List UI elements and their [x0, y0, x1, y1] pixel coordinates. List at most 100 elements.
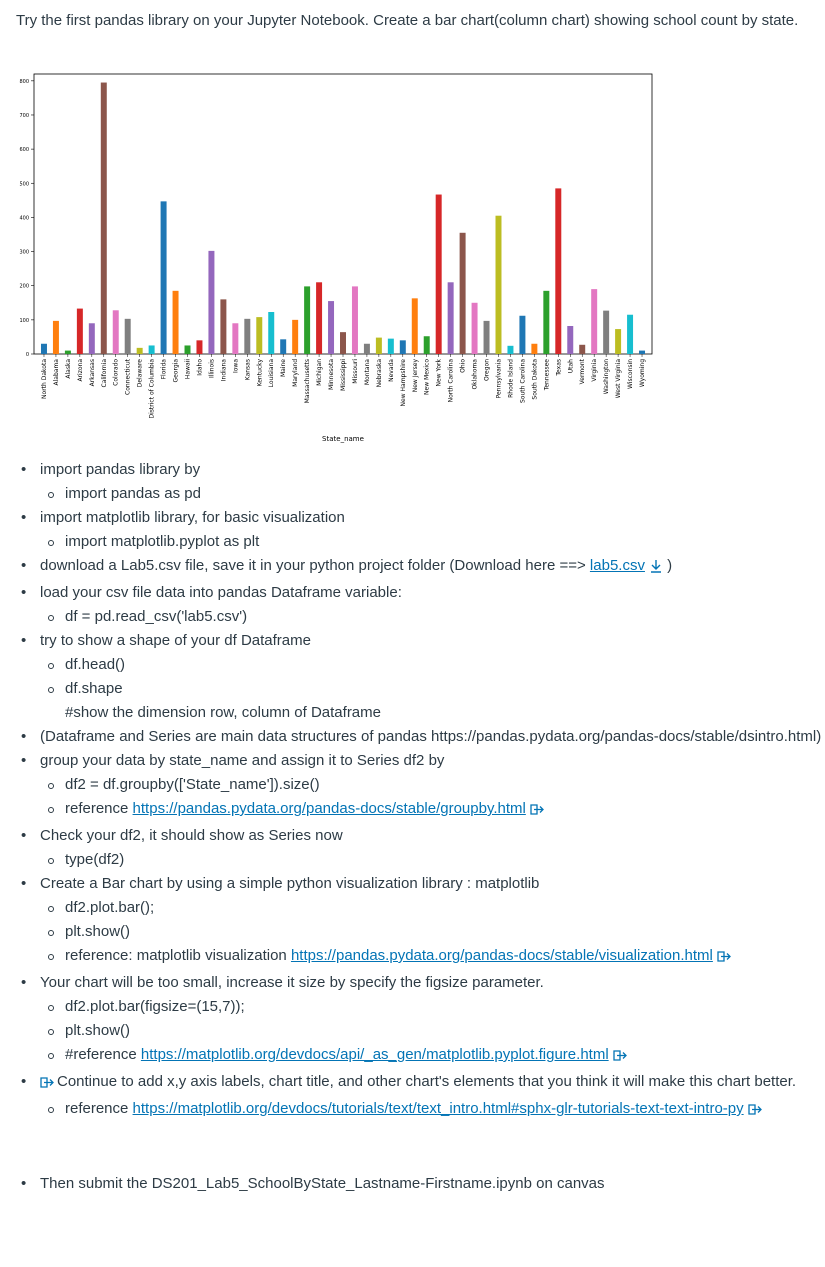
bar	[615, 329, 622, 354]
bar	[555, 188, 562, 354]
x-tick-label: Maine	[280, 359, 287, 377]
y-tick-label: 200	[19, 284, 29, 290]
x-tick-label: Tennessee	[543, 359, 550, 392]
x-tick-label: Louisiana	[268, 359, 275, 388]
external-link-icon[interactable]	[40, 1073, 55, 1097]
step-bar-chart: Create a Bar chart by using a simple pyt…	[0, 872, 825, 971]
x-tick-label: Florida	[161, 359, 168, 380]
x-tick-label: Maryland	[292, 359, 299, 387]
x-axis-label: State_name	[322, 435, 364, 443]
external-link-icon[interactable]	[747, 1100, 763, 1124]
visualization-doc-link[interactable]: https://pandas.pydata.org/pandas-docs/st…	[290, 947, 713, 964]
x-tick-label: Massachusetts	[304, 359, 311, 403]
bar	[244, 318, 251, 354]
bar	[411, 298, 418, 354]
x-tick-label: Nebraska	[376, 359, 383, 388]
external-link-icon[interactable]	[717, 947, 732, 971]
x-tick-label: Oregon	[484, 359, 491, 381]
bar	[52, 320, 59, 354]
x-tick-label: Alaska	[65, 359, 72, 379]
x-tick-label: Colorado	[113, 359, 120, 386]
step-continue: Continue to add x,y axis labels, chart t…	[0, 1070, 825, 1124]
x-tick-label: Pennsylvania	[495, 359, 502, 399]
code-line: plt.show()	[40, 920, 825, 944]
reference-line: reference https://matplotlib.org/devdocs…	[40, 1097, 825, 1124]
step-import-matplotlib: import matplotlib library, for basic vis…	[0, 506, 825, 554]
bar	[627, 314, 634, 354]
x-tick-label: New York	[436, 358, 443, 386]
x-tick-label: Oklahoma	[472, 359, 479, 390]
bar	[316, 282, 323, 354]
bar	[112, 310, 119, 354]
bar	[184, 345, 191, 354]
x-tick-label: Minnesota	[328, 359, 335, 390]
bar	[531, 343, 538, 354]
school-count-bar-chart: 0 100 200 300 400 500 600 700 800 North Dakota Al…	[19, 73, 653, 443]
code-line: df2.plot.bar();	[40, 896, 825, 920]
bar	[639, 350, 646, 354]
step-dataframe-note: (Dataframe and Series are main data stru…	[0, 725, 825, 749]
bar	[256, 317, 263, 354]
x-tick-label: Washington	[603, 359, 610, 394]
x-tick-label: Nevada	[388, 359, 395, 382]
bar	[363, 343, 370, 354]
step-text: (Dataframe and Series are main data stru…	[40, 728, 822, 745]
code-line: type(df2)	[40, 848, 825, 872]
code-line: df2.plot.bar(figsize=(15,7));	[40, 995, 825, 1019]
x-tick-label: Kentucky	[256, 359, 263, 387]
x-tick-label: New Mexico	[424, 359, 431, 395]
bar	[387, 338, 394, 354]
step-text: import pandas library by	[40, 461, 201, 478]
x-tick-label: Indiana	[220, 359, 227, 382]
external-link-icon[interactable]	[613, 1046, 628, 1070]
x-tick-label: Iowa	[232, 359, 239, 373]
figure-doc-link[interactable]: https://matplotlib.org/devdocs/api/_as_g…	[140, 1046, 609, 1063]
x-tick-label: Wyoming	[639, 359, 646, 387]
groupby-doc-link[interactable]: https://pandas.pydata.org/pandas-docs/st…	[132, 800, 526, 817]
bar	[507, 345, 514, 354]
code-line: import matplotlib.pyplot as plt	[40, 530, 825, 554]
bar	[220, 299, 227, 354]
bar	[196, 340, 203, 354]
x-tick-label: North Carolina	[448, 359, 455, 403]
bar	[124, 318, 131, 354]
bar	[76, 308, 83, 354]
y-tick-label: 600	[19, 147, 29, 153]
lab5-csv-link[interactable]: lab5.csv	[589, 557, 645, 574]
reference-label: reference	[65, 800, 133, 817]
x-tick-label: New Hampshire	[400, 359, 407, 407]
reference-line: reference https://pandas.pydata.org/pand…	[40, 797, 825, 824]
bar	[268, 312, 275, 354]
bar	[136, 347, 143, 354]
x-tick-label: Texas	[555, 359, 562, 377]
reference-label: reference	[65, 1100, 133, 1117]
bar	[567, 326, 574, 354]
step-text: Then submit the DS201_Lab5_SchoolByState…	[40, 1175, 605, 1192]
download-icon[interactable]	[649, 557, 663, 581]
x-tick-label: Mississippi	[340, 359, 347, 391]
x-tick-label: Ohio	[460, 359, 467, 373]
step-text: download a Lab5.csv file, save it in you…	[40, 557, 590, 574]
y-tick-label: 800	[19, 79, 29, 85]
comment-line: #show the dimension row, column of Dataf…	[65, 704, 381, 721]
bar	[351, 286, 358, 354]
step-text: try to show a shape of your df Dataframe	[40, 632, 311, 649]
step-load-csv: load your csv file data into pandas Data…	[0, 581, 825, 629]
bar	[232, 323, 239, 354]
x-tick-label: Vermont	[579, 358, 586, 384]
x-tick-label: Connecticut	[125, 358, 132, 395]
code-line: df2 = df.groupby(['State_name']).size()	[40, 773, 825, 797]
y-tick-label: 100	[19, 318, 29, 324]
bar	[148, 345, 155, 354]
x-tick-label: Hawaii	[185, 359, 192, 379]
x-tick-label: Delaware	[137, 359, 144, 388]
x-tick-label: Kansas	[244, 359, 251, 380]
text-intro-doc-link[interactable]: https://matplotlib.org/devdocs/tutorials…	[132, 1100, 744, 1117]
external-link-icon[interactable]	[530, 800, 545, 824]
bar	[328, 301, 335, 354]
bar	[591, 289, 598, 354]
step-text: import matplotlib library, for basic vis…	[40, 509, 345, 526]
bar	[435, 194, 442, 354]
bar	[519, 315, 526, 354]
code-line: plt.show()	[40, 1019, 825, 1043]
